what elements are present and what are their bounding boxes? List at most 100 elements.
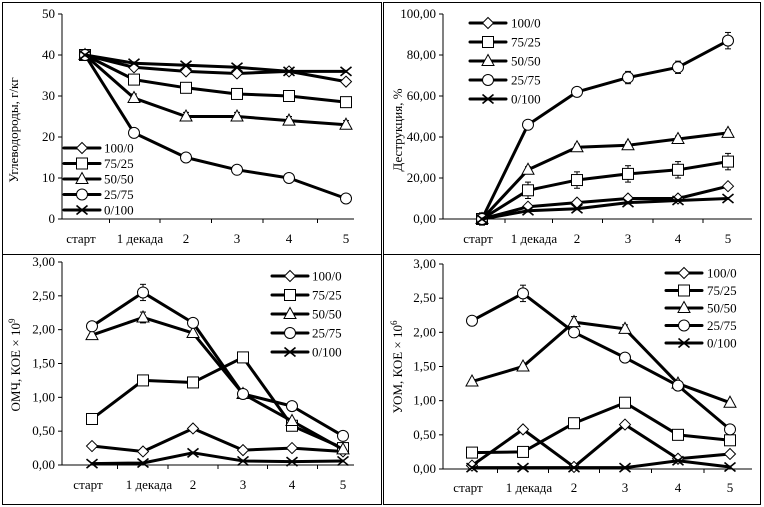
legend: 100/0 75/25 50/50 25/75 0/100	[270, 269, 342, 360]
y-tick-label: 2,50	[32, 288, 55, 303]
y-tick-label: 60,00	[407, 88, 436, 103]
y-tick-label: 80,00	[407, 47, 436, 62]
y-axis-label: ОМЧ, КОЕ × 109	[7, 318, 23, 411]
series-line	[83, 53, 348, 84]
series-0-100	[85, 447, 350, 469]
data-point	[180, 81, 192, 94]
legend-label: 75/25	[511, 35, 541, 50]
data-point	[522, 184, 534, 197]
data-point	[622, 167, 634, 180]
series-0-100	[475, 193, 735, 225]
data-point	[128, 73, 140, 86]
series-line	[470, 423, 732, 469]
y-tick-label: 1,50	[413, 359, 436, 374]
y-tick-label: 0,00	[413, 461, 436, 476]
x-tick-label: 4	[675, 231, 682, 246]
data-point	[339, 117, 353, 130]
series-line	[470, 459, 732, 470]
chart-panel-destruction: 0,00 20,00 40,00 60,00 80,00 100,00 старт 1 дек…	[383, 2, 761, 255]
data-point	[721, 125, 735, 138]
legend-marker	[76, 188, 88, 201]
legend-label: 50/50	[312, 307, 342, 322]
data-point	[724, 423, 736, 436]
x-tick-label: старт	[66, 231, 96, 246]
data-point	[521, 162, 535, 175]
x-tick-label: 5	[340, 477, 347, 492]
data-point	[570, 203, 584, 214]
series-0-100	[78, 49, 353, 77]
y-tick-label: 2,50	[413, 290, 436, 305]
legend-marker	[283, 306, 297, 319]
data-point	[618, 418, 632, 431]
chart-panel-omch: 0,00 0,50 1,00 1,50 2,00 2,50 3,00 старт 1 декад…	[2, 254, 382, 505]
x-tick-label: 1 декада	[511, 231, 558, 246]
series-line	[470, 401, 732, 455]
x-tick-label: 2	[190, 477, 197, 492]
x-tick-label: 4	[286, 231, 293, 246]
data-point	[237, 387, 249, 400]
legend-marker	[678, 319, 690, 332]
data-point	[621, 137, 635, 151]
data-point	[672, 428, 684, 441]
legend-label: 0/100	[104, 203, 134, 218]
data-point	[230, 62, 244, 73]
legend-marker	[75, 204, 89, 216]
data-point	[672, 163, 684, 176]
x-tick-label: старт	[453, 480, 483, 495]
data-point	[282, 66, 296, 77]
y-tick-label: 20	[42, 129, 55, 144]
x-tick-label: 1 декада	[506, 480, 553, 495]
y-axis-label-exponent: 9	[7, 318, 17, 323]
y-tick-label: 1,00	[32, 389, 55, 404]
x-tick-label: 4	[675, 480, 682, 495]
legend-label: 25/75	[312, 326, 342, 341]
data-point	[465, 462, 479, 473]
y-tick-label: 2,00	[32, 322, 55, 337]
legend-label: 100/0	[104, 141, 134, 156]
series-line	[83, 53, 348, 73]
legend-label: 25/75	[707, 318, 737, 333]
data-point	[340, 192, 352, 205]
legend-label: 75/25	[312, 288, 342, 303]
legend-marker	[75, 141, 89, 155]
series-line	[480, 197, 730, 221]
legend-label: 0/100	[707, 336, 737, 351]
data-point	[516, 462, 530, 473]
series-line	[480, 39, 730, 221]
x-tick-label: 3	[622, 480, 629, 495]
legend-marker	[482, 74, 494, 86]
data-point	[285, 413, 299, 427]
data-point	[186, 325, 200, 339]
data-point	[568, 326, 580, 339]
series-25-75	[466, 284, 736, 436]
series-line	[90, 451, 345, 466]
series-line	[90, 426, 345, 453]
series-line	[480, 160, 730, 221]
series-line	[83, 53, 348, 104]
legend-label: 75/25	[104, 156, 134, 171]
data-point	[619, 351, 631, 364]
series-line	[90, 290, 345, 438]
y-tick-label: 1,50	[32, 356, 55, 371]
data-point	[231, 87, 243, 100]
legend-marker	[283, 269, 297, 283]
data-point	[618, 462, 632, 473]
data-point	[230, 108, 244, 122]
data-point	[466, 314, 478, 327]
y-tick-label: 0,50	[413, 427, 436, 442]
data-point	[723, 447, 737, 461]
data-point	[723, 395, 737, 408]
legend-label: 50/50	[511, 54, 541, 69]
chart-panel-hydrocarbons: 0 10 20 30 40 50 старт 1 декада 2 3 4 5 Углеводороды…	[2, 2, 382, 255]
series-50-50	[465, 314, 737, 408]
data-point	[236, 443, 250, 457]
data-point	[85, 327, 99, 341]
legend-marker	[75, 171, 89, 184]
data-point	[721, 193, 735, 204]
chart-panel-uom: 0,00 0,50 1,00 1,50 2,00 2,50 3,00 старт 1 декад…	[383, 254, 761, 505]
data-point	[567, 462, 581, 473]
data-point	[230, 67, 244, 80]
data-point	[517, 287, 529, 300]
data-point	[465, 373, 479, 387]
legend: 100/0 75/25 50/50 25/75 0/100	[664, 266, 737, 351]
